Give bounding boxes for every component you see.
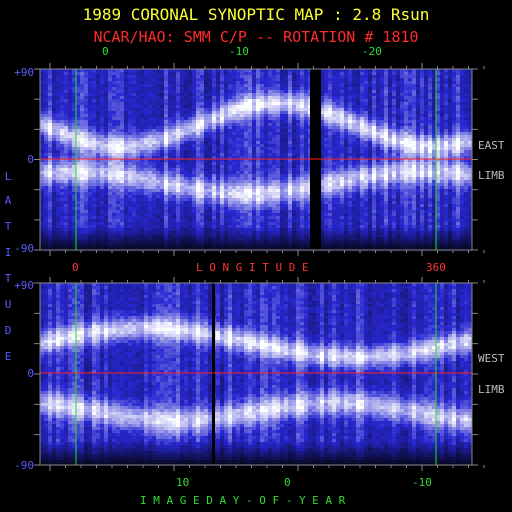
longitude-tick-360: 360 bbox=[426, 261, 446, 274]
east-limb-label: LIMB bbox=[478, 169, 505, 182]
y-axis-letter: U bbox=[4, 298, 12, 311]
top-y-tick-min: -90 bbox=[14, 242, 34, 255]
data-gap bbox=[212, 283, 215, 465]
top-x-tick-minus10: -10 bbox=[229, 45, 249, 58]
y-axis-letter: I bbox=[4, 246, 12, 259]
y-axis-letter: L bbox=[4, 170, 12, 183]
top-y-tick-max: +90 bbox=[14, 66, 34, 79]
longitude-tick-0: 0 bbox=[72, 261, 79, 274]
longitude-axis-label: L O N G I T U D E bbox=[196, 261, 309, 274]
y-axis-letter: E bbox=[4, 350, 12, 363]
y-axis-letter: T bbox=[4, 272, 12, 285]
top-x-tick-minus20: -20 bbox=[362, 45, 382, 58]
west-label: WEST bbox=[478, 352, 505, 365]
top-x-tick-0: 0 bbox=[102, 45, 109, 58]
east-label: EAST bbox=[478, 139, 505, 152]
bottom-x-tick-minus10: -10 bbox=[412, 476, 432, 489]
y-axis-letter: T bbox=[4, 220, 12, 233]
day-of-year-axis-label: I M A G E D A Y - O F - Y E A R bbox=[140, 494, 346, 507]
bottom-x-tick-10: 10 bbox=[176, 476, 190, 489]
chart-subtitle: NCAR/HAO: SMM C/P -- ROTATION # 1810 bbox=[93, 28, 419, 46]
top-y-tick-zero: 0 bbox=[27, 153, 34, 166]
bottom-x-tick-0: 0 bbox=[284, 476, 291, 489]
chart-title: 1989 CORONAL SYNOPTIC MAP : 2.8 Rsun bbox=[82, 5, 430, 24]
y-axis-letter: A bbox=[4, 194, 12, 207]
west-limb-label: LIMB bbox=[478, 383, 505, 396]
bottom-y-tick-zero: 0 bbox=[27, 367, 34, 380]
bottom-y-tick-max: +90 bbox=[14, 279, 34, 292]
y-axis-letter: D bbox=[4, 324, 12, 337]
bottom-y-tick-min: -90 bbox=[14, 459, 34, 472]
